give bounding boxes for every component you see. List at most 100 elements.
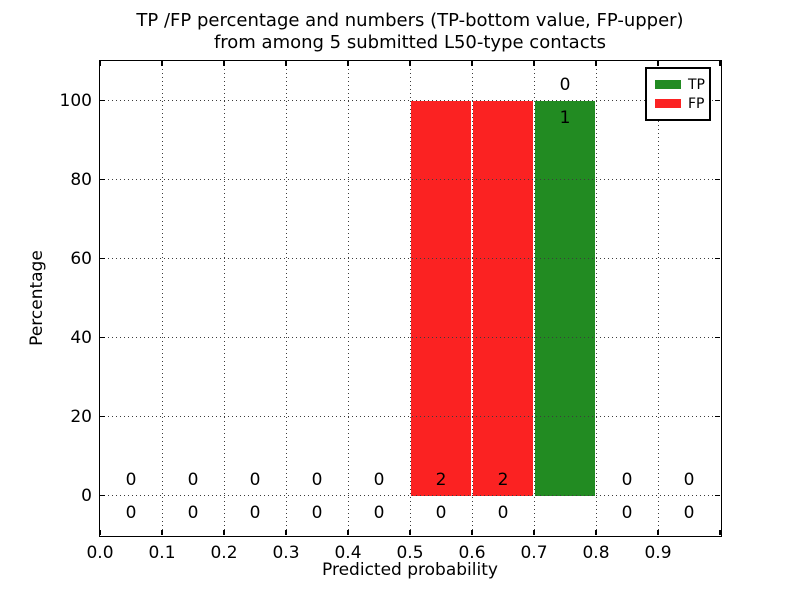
gridline-vertical [347, 61, 349, 535]
y-tick-label: 0 [81, 485, 92, 506]
gridline-horizontal [100, 258, 720, 259]
fp-count-label: 0 [683, 469, 695, 490]
chart-title: TP /FP percentage and numbers (TP-bottom… [100, 10, 720, 54]
gridline-vertical [161, 61, 163, 535]
chart-title-line1: TP /FP percentage and numbers (TP-bottom… [136, 10, 684, 31]
x-tick-mark [533, 61, 535, 66]
tp-count-label: 0 [373, 502, 385, 523]
x-tick-label: 0.3 [272, 543, 300, 563]
gridline-vertical [533, 61, 535, 535]
fp-count-label: 2 [497, 469, 509, 490]
x-tick-mark [161, 530, 163, 535]
y-tick-label: 80 [70, 169, 92, 190]
y-tick-mark [715, 178, 720, 181]
tp-count-label: 0 [249, 502, 261, 523]
x-tick-mark [657, 61, 659, 66]
y-tick-mark [100, 415, 105, 418]
x-tick-mark [99, 530, 101, 535]
fp-count-label: 0 [559, 74, 571, 95]
bar-fp-segment [410, 100, 472, 496]
x-tick-mark [471, 530, 473, 535]
tp-legend-swatch [655, 80, 681, 89]
x-tick-label: 0.2 [210, 543, 238, 563]
fp-count-label: 2 [435, 469, 447, 490]
bar-fp-segment [472, 100, 534, 496]
y-tick-mark [100, 99, 105, 102]
x-tick-mark [719, 61, 721, 66]
y-tick-mark [100, 257, 105, 260]
y-tick-mark [715, 494, 720, 497]
x-tick-mark [533, 530, 535, 535]
y-axis-label: Percentage [27, 250, 47, 346]
chart-title-line2: from among 5 submitted L50-type contacts [213, 32, 607, 53]
x-tick-mark [347, 530, 349, 535]
x-tick-label: 0.0 [86, 543, 114, 563]
x-tick-label: 0.9 [644, 543, 672, 563]
gridline-horizontal [100, 495, 720, 496]
y-tick-mark [715, 336, 720, 339]
y-tick-label: 60 [70, 248, 92, 269]
y-tick-label: 20 [70, 406, 92, 427]
y-tick-mark [100, 336, 105, 339]
y-tick-label: 100 [59, 90, 92, 111]
gridline-horizontal [100, 179, 720, 180]
gridline-vertical [223, 61, 225, 535]
x-tick-mark [595, 530, 597, 535]
x-tick-mark [719, 530, 721, 535]
gridline-horizontal [100, 337, 720, 338]
tp-count-label: 0 [311, 502, 323, 523]
legend-item-fp: FP [655, 95, 709, 112]
x-tick-mark [161, 61, 163, 66]
tp-count-label: 0 [435, 502, 447, 523]
tp-count-label: 0 [683, 502, 695, 523]
x-tick-label: 0.8 [582, 543, 610, 563]
x-tick-mark [285, 61, 287, 66]
x-tick-label: 0.6 [458, 543, 486, 563]
x-axis-label: Predicted probability [322, 560, 498, 580]
y-tick-mark [100, 494, 105, 497]
fp-count-label: 0 [125, 469, 137, 490]
gridline-vertical [285, 61, 287, 535]
fp-legend-swatch [655, 99, 681, 108]
tp-count-label: 1 [559, 107, 571, 128]
x-tick-mark [657, 530, 659, 535]
x-tick-mark [223, 61, 225, 66]
tp-count-label: 0 [497, 502, 509, 523]
x-tick-label: 0.7 [520, 543, 548, 563]
fp-count-label: 0 [311, 469, 323, 490]
x-tick-mark [99, 61, 101, 66]
gridline-vertical [595, 61, 597, 535]
gridline-horizontal [100, 100, 720, 101]
fp-count-label: 0 [187, 469, 199, 490]
y-tick-mark [715, 99, 720, 102]
plot-area: 0 0 0 0 0 0 0 0 0 0 2 0 2 0 0 1 0 0 0 0 TP FP [98, 59, 722, 537]
fp-count-label: 0 [249, 469, 261, 490]
y-tick-mark [715, 415, 720, 418]
fp-count-label: 0 [373, 469, 385, 490]
x-tick-mark [347, 61, 349, 66]
fp-legend-label: FP [688, 95, 705, 112]
x-tick-mark [471, 61, 473, 66]
x-tick-mark [285, 530, 287, 535]
x-tick-mark [409, 61, 411, 66]
legend: TP FP [645, 67, 711, 121]
x-tick-label: 0.4 [334, 543, 362, 563]
x-tick-mark [223, 530, 225, 535]
y-tick-mark [100, 178, 105, 181]
y-tick-label: 40 [70, 327, 92, 348]
gridline-vertical [471, 61, 473, 535]
tp-count-label: 0 [621, 502, 633, 523]
bar-tp-segment [534, 100, 596, 496]
x-tick-mark [595, 61, 597, 66]
fp-count-label: 0 [621, 469, 633, 490]
legend-item-tp: TP [655, 76, 709, 93]
tp-legend-label: TP [688, 76, 705, 93]
y-tick-mark [715, 257, 720, 260]
gridline-vertical [409, 61, 411, 535]
gridline-vertical [657, 61, 659, 535]
x-tick-label: 0.1 [148, 543, 176, 563]
tp-count-label: 0 [187, 502, 199, 523]
gridline-horizontal [100, 416, 720, 417]
tp-count-label: 0 [125, 502, 137, 523]
